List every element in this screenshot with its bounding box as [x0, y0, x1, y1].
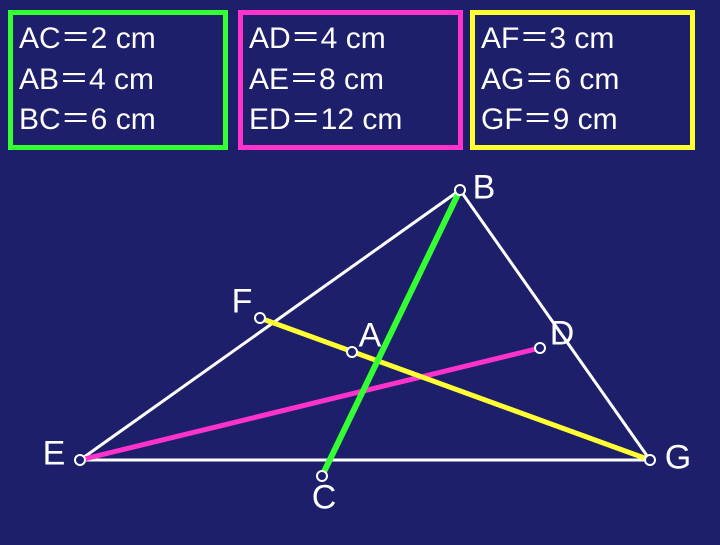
line-E-B — [80, 190, 460, 460]
box-1: AC＝2 cm AB＝4 cm BC＝6 cm — [8, 10, 228, 150]
box3-line2: AG＝6 cm — [481, 60, 684, 101]
box-3: AF＝3 cm AG＝6 cm GF＝9 cm — [470, 10, 695, 150]
label-D: D — [550, 315, 575, 354]
point-B — [455, 185, 465, 195]
point-E — [75, 455, 85, 465]
label-B: B — [473, 169, 496, 208]
box2-line1: AD＝4 cm — [249, 19, 452, 60]
label-C: C — [312, 479, 337, 518]
label-F: F — [232, 283, 253, 322]
box1-line3: BC＝6 cm — [19, 100, 217, 141]
label-G: G — [665, 439, 691, 478]
box1-line2: AB＝4 cm — [19, 60, 217, 101]
triangle-diagram: B E G A C F D — [0, 160, 720, 540]
line-B-C — [322, 190, 460, 476]
point-A — [347, 347, 357, 357]
point-G — [645, 455, 655, 465]
box2-line2: AE＝8 cm — [249, 60, 452, 101]
box3-line3: GF＝9 cm — [481, 100, 684, 141]
line-E-D — [80, 348, 540, 460]
line-F-G — [260, 318, 650, 460]
point-D — [535, 343, 545, 353]
box2-line3: ED＝12 cm — [249, 100, 452, 141]
box3-line1: AF＝3 cm — [481, 19, 684, 60]
box1-line1: AC＝2 cm — [19, 19, 217, 60]
label-E: E — [43, 435, 66, 474]
box-2: AD＝4 cm AE＝8 cm ED＝12 cm — [238, 10, 463, 150]
point-F — [255, 313, 265, 323]
label-A: A — [359, 317, 382, 356]
